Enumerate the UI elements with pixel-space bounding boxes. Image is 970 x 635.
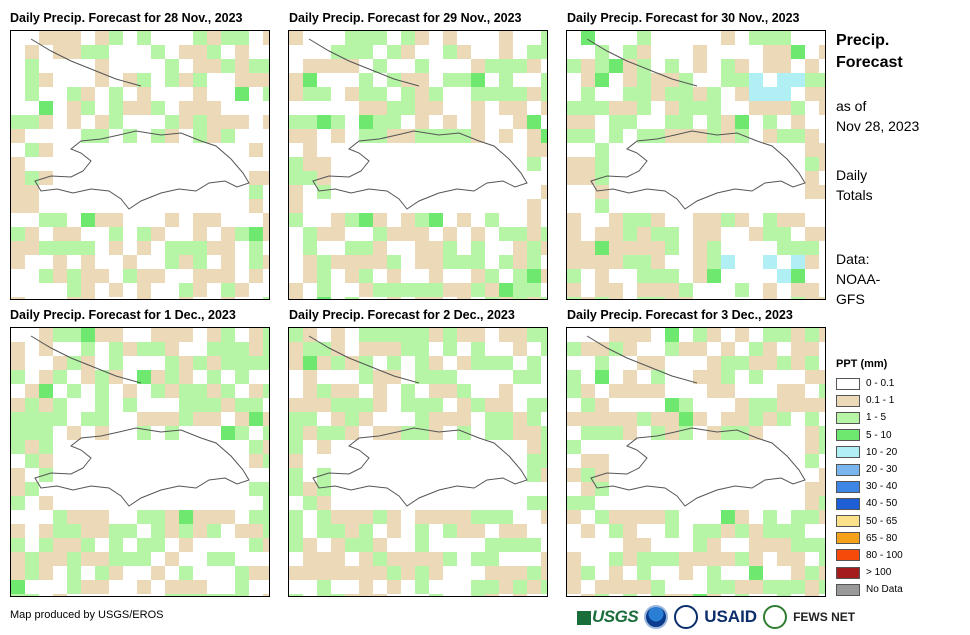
legend-item: 30 - 40 — [836, 478, 903, 495]
panel-title-1: Daily Precip. Forecast for 28 Nov., 2023 — [10, 11, 243, 25]
usgs-mark-icon — [577, 610, 591, 625]
legend-label: 20 - 30 — [866, 464, 898, 476]
daily-totals-line2: Totals — [836, 187, 873, 203]
bahamas-outline — [308, 335, 420, 384]
legend-swatch — [836, 566, 860, 579]
precip-grid — [567, 31, 825, 299]
data-source: Data: NOAA- GFS — [836, 249, 880, 309]
as-of-date: as of Nov 28, 2023 — [836, 96, 919, 136]
legend: 0 - 0.1 0.1 - 1 1 - 5 5 - 10 10 - 20 20 - 30 3… — [836, 375, 903, 598]
legend-label: 30 - 40 — [866, 481, 898, 493]
forecast-map-29-nov — [288, 30, 548, 300]
legend-item: > 100 — [836, 564, 903, 581]
forecast-map-3-dec — [566, 327, 826, 597]
legend-label: 1 - 5 — [866, 412, 887, 424]
legend-swatch — [836, 549, 860, 562]
bahamas-outline — [586, 335, 698, 384]
bahamas-outline — [586, 38, 698, 87]
fews-net-logo: FEWS NET — [793, 610, 856, 624]
legend-swatch — [836, 497, 860, 510]
legend-swatch — [836, 377, 860, 390]
hispaniola-outline — [590, 130, 806, 210]
bahamas-outline — [30, 335, 142, 384]
usgs-logo-text: USGS — [592, 607, 639, 626]
legend-label: > 100 — [866, 567, 892, 579]
forecast-map-1-dec — [10, 327, 270, 597]
hispaniola-outline — [34, 130, 250, 210]
legend-swatch — [836, 583, 860, 596]
panel-title-2: Daily Precip. Forecast for 29 Nov., 2023 — [289, 11, 522, 25]
panel-title-5: Daily Precip. Forecast for 2 Dec., 2023 — [289, 308, 515, 322]
panel-title-4: Daily Precip. Forecast for 1 Dec., 2023 — [10, 308, 236, 322]
data-source-line3: GFS — [836, 291, 865, 307]
legend-label: 10 - 20 — [866, 446, 898, 458]
forecast-map-2-dec — [288, 327, 548, 597]
legend-item: 50 - 65 — [836, 513, 903, 530]
legend-swatch — [836, 446, 860, 459]
daily-totals-note: Daily Totals — [836, 165, 873, 205]
sidebar-title-line2: Forecast — [836, 54, 903, 71]
legend-item: 1 - 5 — [836, 409, 903, 426]
precip-grid — [289, 328, 547, 596]
sidebar-title: Precip. Forecast — [836, 30, 903, 74]
usaid-seal-icon — [674, 605, 699, 629]
legend-item: 65 - 80 — [836, 530, 903, 547]
hispaniola-outline — [312, 130, 528, 210]
data-source-line1: Data: — [836, 251, 870, 267]
daily-totals-line1: Daily — [836, 167, 868, 183]
legend-item: 0.1 - 1 — [836, 392, 903, 409]
precip-grid — [11, 328, 269, 596]
legend-item: 20 - 30 — [836, 461, 903, 478]
sidebar-title-line1: Precip. — [836, 32, 890, 49]
hispaniola-outline — [312, 427, 528, 507]
panel-title-3: Daily Precip. Forecast for 30 Nov., 2023 — [567, 11, 800, 25]
noaa-logo-icon — [644, 605, 669, 629]
legend-label: 40 - 50 — [866, 498, 898, 510]
usgs-logo: USGS — [577, 607, 639, 627]
bahamas-outline — [30, 38, 142, 87]
precip-grid — [289, 31, 547, 299]
legend-label: No Data — [866, 584, 903, 596]
legend-swatch — [836, 463, 860, 476]
forecast-map-30-nov — [566, 30, 826, 300]
legend-swatch — [836, 480, 860, 493]
legend-label: 0.1 - 1 — [866, 395, 895, 407]
legend-item: 80 - 100 — [836, 547, 903, 564]
legend-label: 50 - 65 — [866, 515, 898, 527]
usaid-logo: USAID — [704, 607, 758, 626]
data-source-line2: NOAA- — [836, 271, 881, 287]
legend-swatch — [836, 532, 860, 545]
forecast-map-28-nov — [10, 30, 270, 300]
hispaniola-outline — [590, 427, 806, 507]
legend-label: 5 - 10 — [866, 429, 892, 441]
map-credit: Map produced by USGS/EROS — [10, 609, 164, 621]
bahamas-outline — [308, 38, 420, 87]
legend-swatch — [836, 429, 860, 442]
hispaniola-outline — [34, 427, 250, 507]
fews-net-globe-icon — [763, 605, 788, 629]
legend-swatch — [836, 411, 860, 424]
precip-grid — [567, 328, 825, 596]
legend-item: 40 - 50 — [836, 495, 903, 512]
legend-item: 10 - 20 — [836, 444, 903, 461]
partner-logos: USGS USAID FEWS NET — [577, 603, 855, 631]
legend-item: 5 - 10 — [836, 427, 903, 444]
panel-title-6: Daily Precip. Forecast for 3 Dec., 2023 — [567, 308, 793, 322]
legend-item: No Data — [836, 581, 903, 598]
legend-title: PPT (mm) — [836, 358, 888, 370]
as-of-line1: as of — [836, 98, 867, 114]
legend-swatch — [836, 515, 860, 528]
as-of-line2: Nov 28, 2023 — [836, 118, 920, 134]
legend-label: 80 - 100 — [866, 549, 903, 561]
legend-swatch — [836, 394, 860, 407]
legend-item: 0 - 0.1 — [836, 375, 903, 392]
legend-label: 65 - 80 — [866, 532, 898, 544]
precip-grid — [11, 31, 269, 299]
legend-label: 0 - 0.1 — [866, 378, 895, 390]
